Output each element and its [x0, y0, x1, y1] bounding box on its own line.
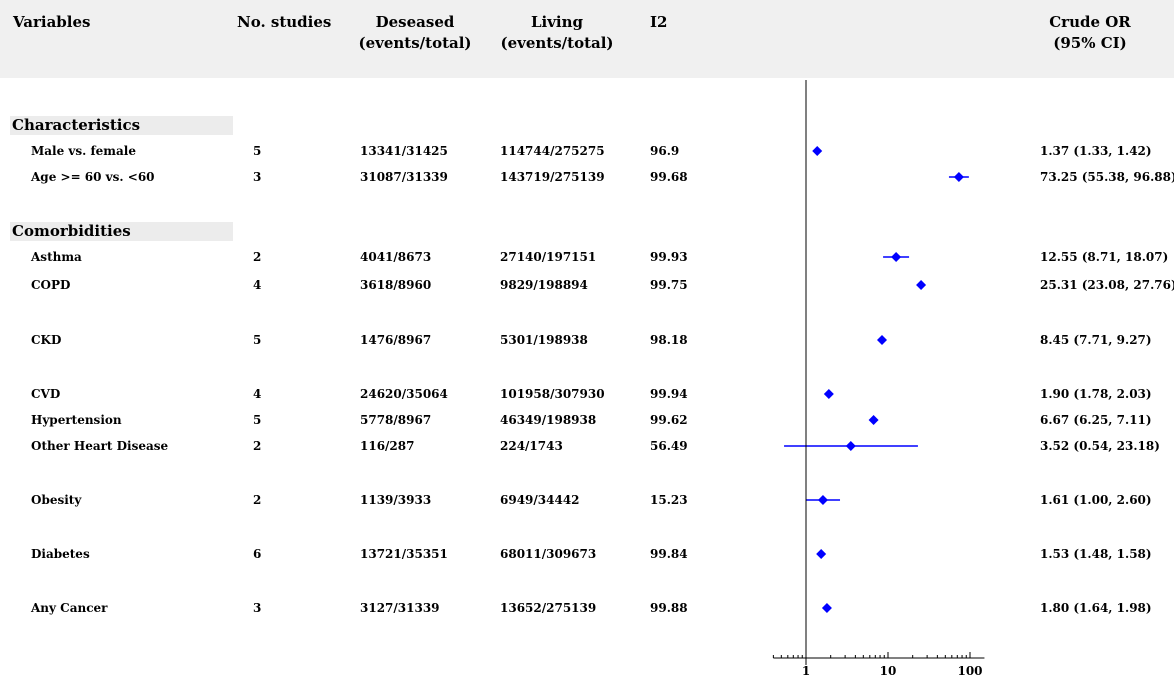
row-label: CVD: [31, 387, 61, 401]
row-living: 114744/275275: [500, 144, 605, 158]
x-tick-label: 1: [802, 664, 810, 678]
col-header-or: Crude OR (95% CI): [1049, 12, 1131, 54]
row-or-text: 1.90 (1.78, 2.03): [1040, 387, 1152, 401]
or-marker: [816, 549, 827, 559]
section-title: Comorbidities: [10, 222, 233, 241]
or-marker: [868, 415, 879, 425]
col-header-deceased-line1: Deseased: [375, 13, 455, 31]
row-living: 46349/198938: [500, 413, 597, 427]
row-living: 101958/307930: [500, 387, 605, 401]
header-band: [0, 0, 1174, 78]
row-living: 27140/197151: [500, 250, 597, 264]
row-studies: 3: [253, 170, 262, 184]
col-header-variables: Variables: [13, 13, 91, 31]
row-deceased: 3618/8960: [360, 278, 432, 292]
col-header-i2: I2: [650, 13, 668, 31]
row-deceased: 24620/35064: [360, 387, 448, 401]
or-marker: [891, 252, 902, 262]
row-deceased: 13721/35351: [360, 547, 448, 561]
or-marker: [817, 495, 828, 505]
row-deceased: 13341/31425: [360, 144, 448, 158]
or-marker: [953, 172, 964, 182]
row-living: 5301/198938: [500, 333, 588, 347]
row-living: 6949/34442: [500, 493, 580, 507]
row-or-text: 1.37 (1.33, 1.42): [1040, 144, 1152, 158]
col-header-deceased-line2: (events/total): [358, 34, 472, 52]
row-i2: 99.93: [650, 250, 688, 264]
col-header-or-line2: (95% CI): [1053, 34, 1127, 52]
row-living: 68011/309673: [500, 547, 597, 561]
row-deceased: 1139/3933: [360, 493, 432, 507]
row-living: 13652/275139: [500, 601, 597, 615]
row-i2: 99.62: [650, 413, 688, 427]
row-deceased: 4041/8673: [360, 250, 432, 264]
row-i2: 99.68: [650, 170, 688, 184]
row-studies: 4: [253, 278, 262, 292]
row-label: Age >= 60 vs. <60: [31, 170, 155, 184]
row-studies: 4: [253, 387, 262, 401]
row-i2: 99.75: [650, 278, 688, 292]
row-i2: 56.49: [650, 439, 688, 453]
row-or-text: 1.80 (1.64, 1.98): [1040, 601, 1152, 615]
row-or-text: 73.25 (55.38, 96.88): [1040, 170, 1174, 184]
or-marker: [821, 603, 832, 613]
col-header-studies: No. studies: [237, 13, 332, 31]
or-marker: [845, 441, 856, 451]
section-title: Characteristics: [10, 116, 233, 135]
row-i2: 15.23: [650, 493, 688, 507]
row-or-text: 12.55 (8.71, 18.07): [1040, 250, 1169, 264]
row-studies: 5: [253, 144, 262, 158]
row-deceased: 1476/8967: [360, 333, 432, 347]
row-label: Any Cancer: [31, 601, 108, 615]
row-i2: 99.84: [650, 547, 688, 561]
row-label: Diabetes: [31, 547, 90, 561]
row-i2: 99.88: [650, 601, 688, 615]
row-label: Male vs. female: [31, 144, 136, 158]
col-header-living: Living (events/total): [500, 12, 613, 54]
row-living: 9829/198894: [500, 278, 588, 292]
row-or-text: 3.52 (0.54, 23.18): [1040, 439, 1160, 453]
row-studies: 6: [253, 547, 262, 561]
row-or-text: 6.67 (6.25, 7.11): [1040, 413, 1152, 427]
row-deceased: 5778/8967: [360, 413, 432, 427]
row-i2: 99.94: [650, 387, 688, 401]
row-studies: 5: [253, 333, 262, 347]
col-header-or-line1: Crude OR: [1049, 13, 1131, 31]
row-living: 143719/275139: [500, 170, 605, 184]
col-header-deceased: Deseased (events/total): [358, 12, 471, 54]
row-deceased: 31087/31339: [360, 170, 448, 184]
row-studies: 2: [253, 250, 262, 264]
row-label: COPD: [31, 278, 71, 292]
row-or-text: 8.45 (7.71, 9.27): [1040, 333, 1152, 347]
row-label: Obesity: [31, 493, 82, 507]
col-header-living-line1: Living: [530, 13, 584, 31]
row-or-text: 1.53 (1.48, 1.58): [1040, 547, 1152, 561]
row-studies: 5: [253, 413, 262, 427]
or-marker: [916, 280, 927, 290]
row-living: 224/1743: [500, 439, 563, 453]
row-deceased: 3127/31339: [360, 601, 440, 615]
row-or-text: 1.61 (1.00, 2.60): [1040, 493, 1152, 507]
row-label: Asthma: [31, 250, 82, 264]
row-studies: 3: [253, 601, 262, 615]
row-label: Hypertension: [31, 413, 122, 427]
col-header-living-line2: (events/total): [500, 34, 614, 52]
or-marker: [823, 389, 834, 399]
or-marker: [812, 146, 823, 156]
row-i2: 98.18: [650, 333, 688, 347]
row-studies: 2: [253, 493, 262, 507]
row-studies: 2: [253, 439, 262, 453]
row-deceased: 116/287: [360, 439, 415, 453]
row-or-text: 25.31 (23.08, 27.76): [1040, 278, 1174, 292]
row-label: CKD: [31, 333, 62, 347]
x-tick-label: 100: [957, 664, 982, 678]
row-label: Other Heart Disease: [31, 439, 169, 453]
x-tick-label: 10: [880, 664, 897, 678]
row-i2: 96.9: [650, 144, 680, 158]
or-marker: [877, 335, 888, 345]
